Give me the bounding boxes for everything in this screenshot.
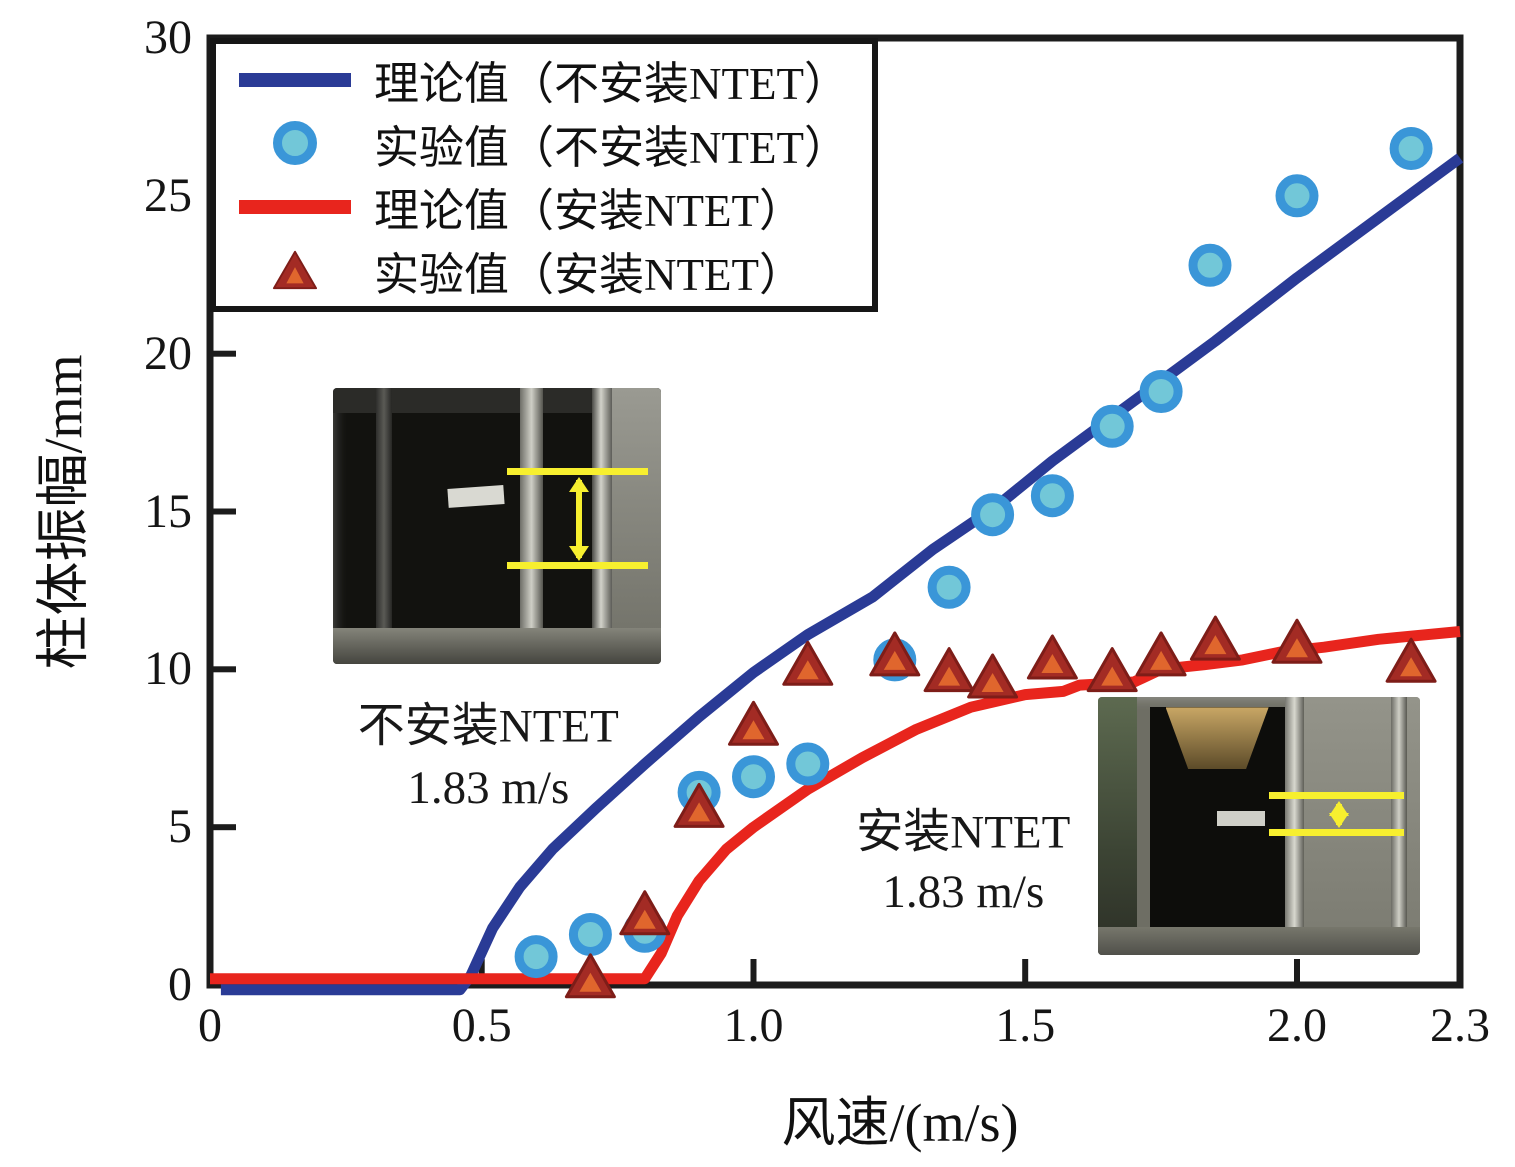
legend-item-theory-without-ntet: 理论值（不安装NTET） <box>216 49 872 111</box>
photo-frame-rail <box>375 388 393 664</box>
photo-frame-rail <box>592 388 612 664</box>
data-point-triangle-inner <box>1101 666 1124 686</box>
legend: 理论值（不安装NTET） 实验值（不安装NTET） 理论值（安装NTET） 实验… <box>210 38 878 312</box>
photo-window-greenery <box>1098 697 1137 955</box>
circle-marker-icon <box>273 121 317 166</box>
legend-item-experiment-with-ntet: 实验值（安装NTET） <box>216 239 872 301</box>
data-point-circle <box>1188 243 1232 287</box>
x-tick <box>1022 959 1029 985</box>
data-point-triangle-inner <box>1400 657 1423 677</box>
photo-base-beam <box>333 628 661 664</box>
data-point-circle <box>514 935 558 979</box>
amplitude-marker-line <box>1268 828 1404 836</box>
data-point-circle <box>1275 174 1319 218</box>
data-point-triangle-inner <box>742 720 765 740</box>
data-point-circle <box>732 755 775 799</box>
photo-base-beam <box>1098 926 1420 955</box>
inset-photo-without-ntet <box>333 388 661 664</box>
legend-item-experiment-without-ntet: 实验值（不安装NTET） <box>216 112 872 174</box>
legend-label: 理论值（不安装NTET） <box>374 59 849 110</box>
arrow-down-icon <box>1329 812 1350 828</box>
data-point-triangle-inner <box>1150 650 1173 670</box>
data-point-circle <box>1139 370 1183 413</box>
theory-line-without-ntet <box>220 153 1464 996</box>
y-tick <box>210 666 236 673</box>
data-point-triangle-inner <box>981 673 1004 692</box>
legend-item-theory-with-ntet: 理论值（安装NTET） <box>216 176 872 238</box>
amplitude-marker-line <box>506 468 648 476</box>
blue-line-swatch-icon <box>239 72 351 87</box>
legend-label: 理论值（安装NTET） <box>374 186 804 237</box>
photo-frame-rail <box>519 388 543 664</box>
data-point-circle <box>927 565 971 609</box>
legend-marker <box>216 249 374 291</box>
theory-line-with-ntet <box>210 626 1461 985</box>
y-tick <box>210 350 236 357</box>
arrow-up-icon <box>1329 801 1350 817</box>
x-tick <box>1294 959 1300 985</box>
inset-photo-with-ntet <box>1098 697 1420 955</box>
data-point-circle <box>971 493 1015 537</box>
data-point-circle <box>1389 127 1433 170</box>
data-point-triangle-inner <box>883 650 906 670</box>
photo-label-placard <box>1217 810 1266 826</box>
data-point-triangle-inner <box>688 802 711 822</box>
photo-frame-rail <box>1391 697 1408 955</box>
amplitude-arrow-icon <box>568 477 589 561</box>
data-point-circle <box>1090 404 1134 448</box>
arrow-up-icon <box>568 477 589 493</box>
data-point-triangle-inner <box>633 909 656 929</box>
legend-marker <box>216 199 374 214</box>
red-line-swatch-icon <box>239 199 351 214</box>
data-point-circle <box>786 742 830 786</box>
data-point-triangle-inner <box>579 972 602 992</box>
amplitude-marker-line <box>1268 792 1404 800</box>
data-point-circle <box>1030 474 1074 518</box>
amplitude-marker-line <box>506 561 648 569</box>
legend-marker <box>216 121 374 166</box>
data-point-triangle-inner <box>938 666 961 686</box>
amplitude-arrow-icon <box>1329 801 1350 828</box>
data-point-triangle-inner <box>796 660 819 680</box>
legend-label: 实验值（安装NTET） <box>374 249 804 300</box>
triangle-marker-icon <box>272 251 318 290</box>
data-point-triangle-inner <box>1286 638 1308 658</box>
legend-marker <box>216 72 374 87</box>
data-point-triangle-inner <box>1041 654 1064 673</box>
legend-label: 实验值（不安装NTET） <box>374 122 849 173</box>
y-tick <box>210 508 236 515</box>
photo-frame-rail <box>1284 697 1305 955</box>
x-tick <box>750 959 757 985</box>
x-tick <box>478 959 485 985</box>
data-point-triangle-inner <box>1204 635 1227 655</box>
data-point-circle <box>568 913 612 956</box>
y-tick <box>210 824 236 831</box>
arrow-down-icon <box>568 545 589 561</box>
